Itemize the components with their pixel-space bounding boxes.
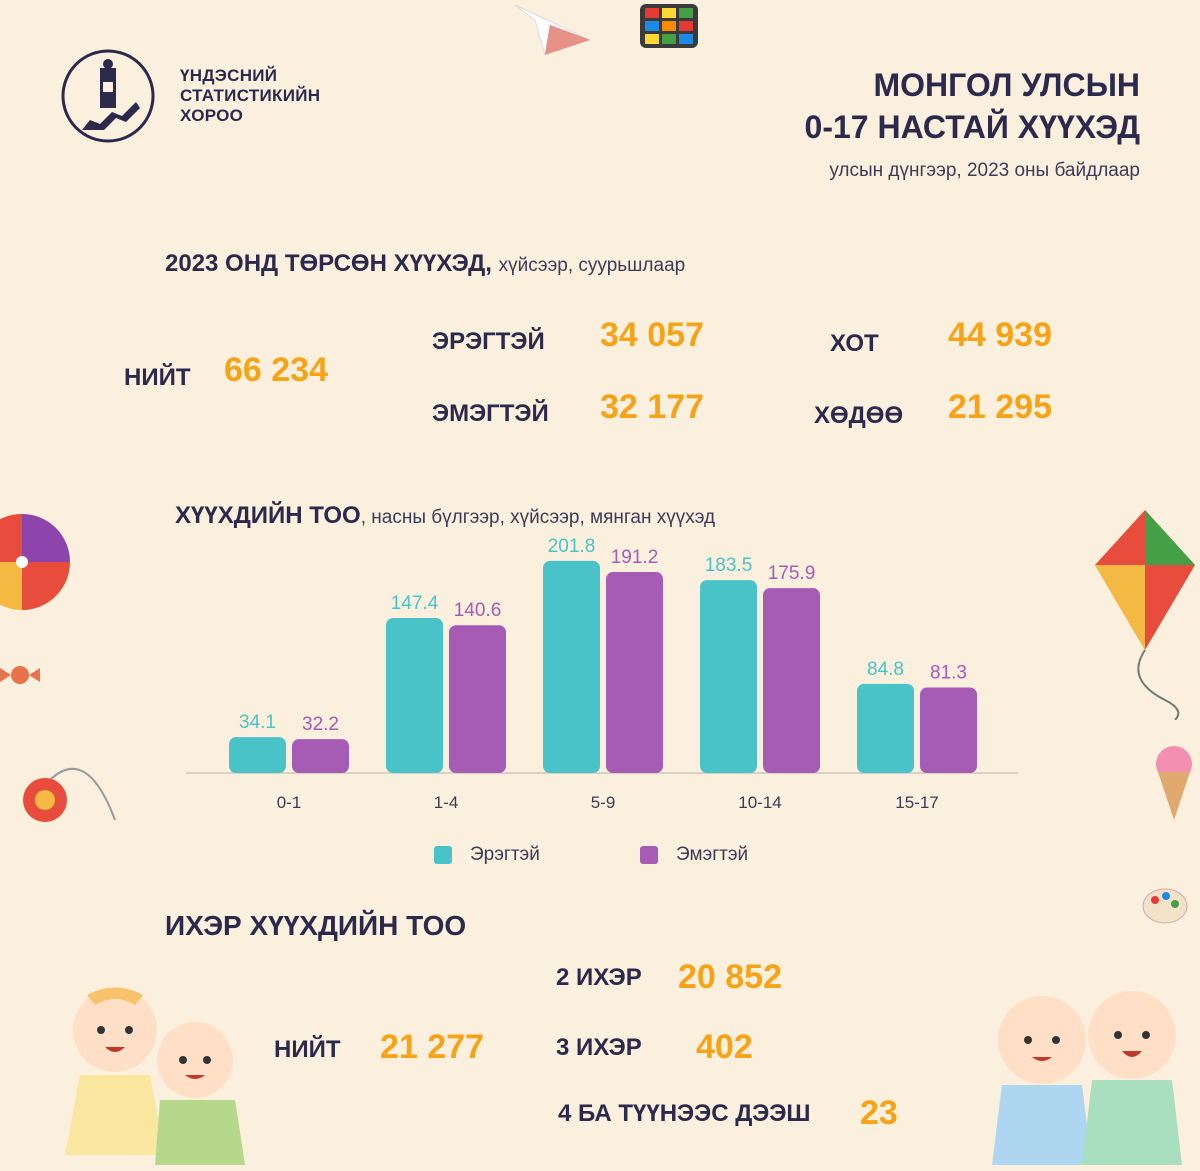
twins-2-label: 2 ИХЭР xyxy=(556,964,642,991)
data-label-male-1-4: 147.4 xyxy=(391,593,439,614)
x-tick-label-0-1: 0-1 xyxy=(277,793,302,812)
twins-4-value: 23 xyxy=(860,1094,898,1132)
baby-girls-illustration xyxy=(35,975,250,1171)
legend-swatch-female xyxy=(640,846,658,864)
legend-label-male: Эрэгтэй xyxy=(470,844,540,865)
twins-2-value: 20 852 xyxy=(678,958,782,996)
data-label-male-15-17: 84.8 xyxy=(867,659,904,680)
chart-heading: ХҮҮХДИЙН ТОО, насны бүлгээр, хүйсээр, мя… xyxy=(175,502,715,530)
data-label-male-10-14: 183.5 xyxy=(705,555,753,576)
title-line-1: МОНГОЛ УЛСЫН xyxy=(873,67,1141,103)
title-line-2: 0-17 НАСТАЙ ХҮҮХЭД xyxy=(804,109,1140,145)
bar-female-10-14 xyxy=(763,588,820,773)
bar-male-0-1 xyxy=(229,737,286,773)
data-label-female-1-4: 140.6 xyxy=(454,600,502,621)
legend-label-female: Эмэгтэй xyxy=(676,844,749,865)
x-tick-label-1-4: 1-4 xyxy=(434,793,459,812)
births-rural-label: ХӨДӨӨ xyxy=(814,402,904,429)
ice-cream-icon xyxy=(1148,742,1200,827)
births-total-value: 66 234 xyxy=(224,351,328,389)
births-urban-value: 44 939 xyxy=(948,316,1052,354)
births-male-value: 34 057 xyxy=(600,316,704,354)
births-total-label: НИЙТ xyxy=(124,364,191,391)
births-heading-bold: 2023 ОНД ТӨРСӨН ХҮҮХЭД, xyxy=(165,250,492,277)
data-label-female-10-14: 175.9 xyxy=(768,563,816,584)
births-female-value: 32 177 xyxy=(600,388,704,426)
logo-line-3: ХОРОО xyxy=(180,106,244,125)
births-male-label: ЭРЭГТЭЙ xyxy=(432,328,545,355)
twins-4-label: 4 БА ТҮҮНЭЭС ДЭЭШ xyxy=(558,1100,811,1127)
chart-heading-bold: ХҮҮХДИЙН ТОО xyxy=(175,502,361,529)
bar-male-10-14 xyxy=(700,580,757,773)
x-tick-label-5-9: 5-9 xyxy=(591,793,616,812)
logo-emblem xyxy=(60,48,156,144)
births-heading: 2023 ОНД ТӨРСӨН ХҮҮХЭД, хүйсээр, суурьшл… xyxy=(165,250,685,278)
rubiks-cube-icon xyxy=(636,0,702,57)
chart-heading-note: , насны бүлгээр, хүйсээр, мянган хүүхэд xyxy=(360,507,716,528)
births-urban-label: ХОТ xyxy=(830,330,879,357)
data-label-female-0-1: 32.2 xyxy=(302,714,339,735)
page-subtitle: улсын дүнгээр, 2023 оны байдлаар xyxy=(829,160,1140,181)
page-title: МОНГОЛ УЛСЫН 0-17 НАСТАЙ ХҮҮХЭД xyxy=(805,64,1140,148)
bar-female-0-1 xyxy=(292,739,349,773)
bar-female-15-17 xyxy=(920,687,977,773)
kite-icon xyxy=(1085,510,1200,725)
logo-line-1: ҮНДЭСНИЙ xyxy=(180,66,278,85)
beach-ball-icon xyxy=(0,510,74,619)
bar-male-15-17 xyxy=(857,683,914,773)
bar-male-5-9 xyxy=(543,560,600,773)
data-label-female-15-17: 81.3 xyxy=(930,663,967,684)
x-tick-label-15-17: 15-17 xyxy=(895,793,938,812)
bar-male-1-4 xyxy=(386,618,443,773)
paint-palette-icon xyxy=(1140,886,1190,931)
legend-swatch-male xyxy=(434,846,452,864)
baby-boys-illustration xyxy=(982,985,1200,1171)
twins-heading: ИХЭР ХҮҮХДИЙН ТОО xyxy=(165,910,467,941)
births-rural-value: 21 295 xyxy=(948,388,1052,426)
births-heading-note: хүйсээр, суурьшлаар xyxy=(498,255,686,276)
data-label-male-0-1: 34.1 xyxy=(239,712,276,733)
logo-line-2: СТАТИСТИКИЙН xyxy=(180,86,321,105)
data-label-female-5-9: 191.2 xyxy=(611,547,659,568)
paper-plane-icon xyxy=(505,0,595,65)
candy-icon xyxy=(0,660,40,695)
data-label-male-5-9: 201.8 xyxy=(548,536,596,557)
twins-total-label: НИЙТ xyxy=(274,1036,341,1063)
x-tick-label-10-14: 10-14 xyxy=(738,793,781,812)
twins-3-label: 3 ИХЭР xyxy=(556,1034,642,1061)
births-female-label: ЭМЭГТЭЙ xyxy=(432,400,549,427)
logo-text: ҮНДЭСНИЙ СТАТИСТИКИЙН ХОРОО xyxy=(180,66,320,126)
yoyo-icon xyxy=(15,740,125,835)
twins-3-value: 402 xyxy=(696,1028,753,1066)
bar-female-1-4 xyxy=(449,625,506,773)
twins-total-value: 21 277 xyxy=(380,1028,484,1066)
bar-female-5-9 xyxy=(606,572,663,773)
